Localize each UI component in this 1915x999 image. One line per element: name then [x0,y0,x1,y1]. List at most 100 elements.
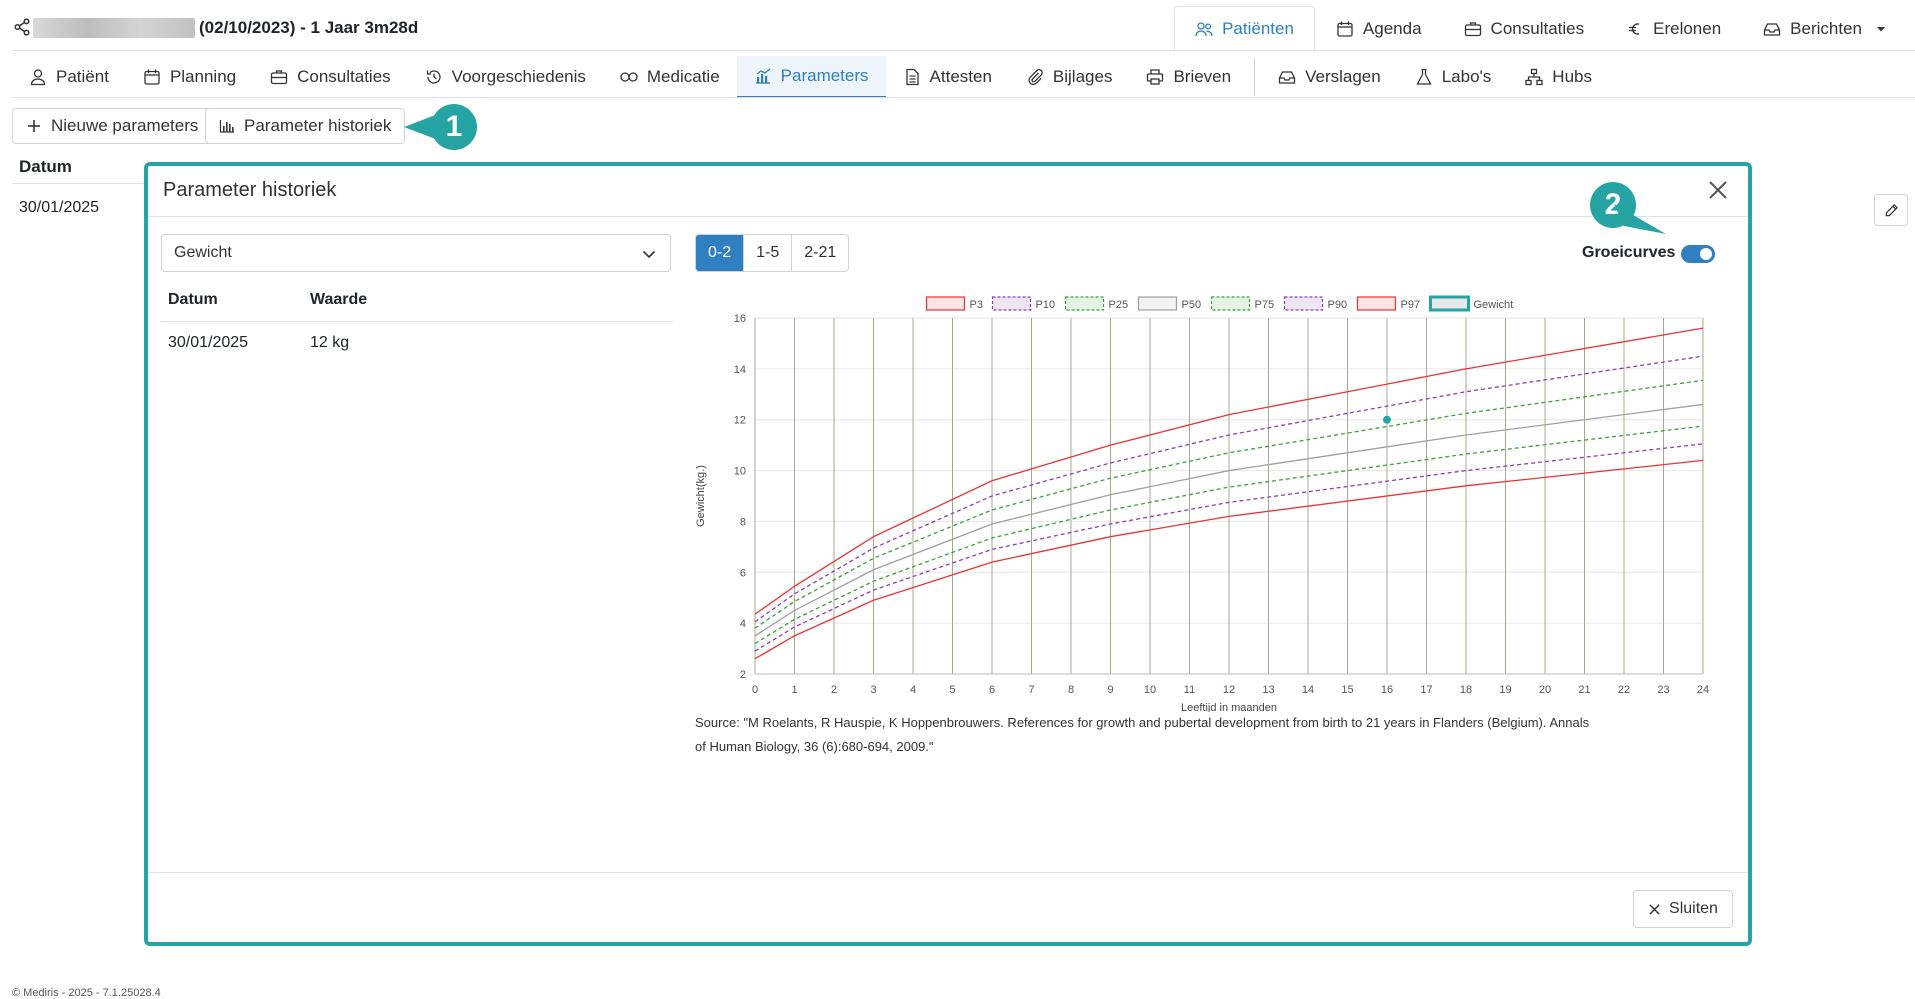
x-tick-label: 6 [989,684,995,696]
legend-swatch [1210,296,1251,311]
tab-labos[interactable]: Labo's [1398,56,1509,98]
top-bar: (02/10/2023) - 1 Jaar 3m28d Patiënten Ag… [0,0,1915,52]
legend-swatch [1429,295,1470,312]
parameter-history-modal: Parameter historiek Gewicht Datum Waarde… [144,162,1752,946]
users-icon [1195,21,1213,36]
nav-label: Berichten [1790,18,1862,38]
tab-verslagen[interactable]: Verslagen [1261,56,1398,98]
tab-label: Verslagen [1305,67,1381,86]
tab-planning[interactable]: Planning [126,56,253,98]
button-label: Sluiten [1669,900,1718,917]
legend-swatch [1283,296,1324,311]
y-tick-label: 4 [740,618,746,630]
toggle-knob [1700,248,1712,260]
column-header-datum: Datum [168,291,218,308]
nav-consultaties[interactable]: Consultaties [1443,6,1606,50]
x-tick-label: 19 [1499,684,1511,696]
tab-voorgeschiedenis[interactable]: Voorgeschiedenis [408,56,603,98]
printer-icon [1147,69,1164,85]
tab-bijlages[interactable]: Bijlages [1009,56,1130,98]
growth-curves-toggle[interactable] [1681,245,1715,263]
tab-parameters[interactable]: Parameters [736,56,886,98]
x-tick-label: 1 [791,684,797,696]
legend-label: P75 [1255,299,1275,311]
y-axis-label: Gewicht(kg.) [695,465,707,527]
legend-swatch [991,296,1032,311]
footer: © Mediris - 2025 - 7.1.25028.4 [12,987,161,999]
x-tick-label: 12 [1223,684,1235,696]
table-cell-date: 30/01/2025 [168,334,249,351]
column-header-waarde: Waarde [310,291,368,308]
nav-label: Erelonen [1653,18,1722,38]
y-tick-label: 10 [734,466,746,478]
tab-consultaties[interactable]: Consultaties [253,56,408,98]
y-tick-label: 6 [740,567,746,579]
person-icon [30,69,46,86]
series-line-p97 [754,327,1704,615]
new-parameters-button[interactable]: Nieuwe parameters [12,108,213,144]
legend-item-p97: P97 [1356,296,1421,311]
edit-button[interactable] [1874,194,1908,226]
nav-berichten[interactable]: Berichten [1742,6,1907,50]
y-tick-label: 2 [740,669,746,681]
document-icon [905,68,919,86]
caret-down-icon [1877,26,1885,31]
parameter-select[interactable]: Gewicht [161,234,671,272]
legend-label: P97 [1401,299,1421,311]
legend-item-p25: P25 [1064,296,1128,311]
calendar-icon [1337,21,1353,37]
chevron-down-icon [642,250,656,259]
x-tick-label: 24 [1697,684,1709,696]
x-tick-label: 16 [1381,684,1393,696]
legend-item-p90: P90 [1283,296,1347,311]
close-button[interactable]: Sluiten [1633,890,1733,928]
nav-erelonen[interactable]: Erelonen [1605,6,1742,50]
legend-item-gewicht: Gewicht [1429,295,1513,312]
tab-attesten[interactable]: Attesten [886,56,1009,98]
tab-label: Patiënt [56,67,109,86]
divider [12,183,152,184]
close-icon[interactable] [1706,178,1730,202]
legend-label: P50 [1182,299,1202,311]
tab-brieven[interactable]: Brieven [1129,56,1248,98]
tab-label: Planning [169,67,237,86]
x-tick-label: 8 [1068,684,1074,696]
y-tick-label: 12 [734,415,746,427]
nav-patienten[interactable]: Patiënten [1174,6,1315,50]
patient-tabs: Patiënt Planning Consultaties Voorgeschi… [12,56,1609,98]
x-tick-label: 21 [1578,684,1590,696]
main-nav: Patiënten Agenda Consultaties Erelonen B… [1174,6,1907,50]
range-button-1-5[interactable]: 1-5 [743,235,791,271]
x-tick-label: 18 [1460,684,1472,696]
euro-icon [1629,22,1640,35]
inbox-icon [1764,22,1781,36]
y-tick-label: 14 [734,364,746,376]
tab-label: Bijlages [1052,67,1113,86]
nav-label: Agenda [1362,18,1422,38]
share-icon[interactable] [13,18,31,36]
divider [12,50,1915,51]
range-button-0-2[interactable]: 0-2 [696,235,744,271]
source-citation: Source: "M Roelants, R Hauspie, K Hoppen… [695,715,1590,754]
briefcase-icon [270,70,288,85]
legend-item-p10: P10 [991,296,1055,311]
x-tick-label: 17 [1420,684,1432,696]
range-button-2-21[interactable]: 2-21 [791,235,848,271]
tab-medicatie[interactable]: Medicatie [603,56,737,98]
plus-icon [28,120,40,132]
x-tick-label: 15 [1341,684,1353,696]
x-tick-label: 10 [1144,684,1156,696]
tab-hubs[interactable]: Hubs [1508,56,1609,98]
tab-label: Brieven [1173,67,1232,86]
x-tick-label: 5 [949,684,955,696]
select-value: Gewicht [174,244,232,261]
data-point-gewicht [1383,415,1391,424]
tab-label: Hubs [1552,67,1592,86]
parameter-history-button[interactable]: Parameter historiek [205,108,406,144]
close-icon [1649,903,1660,915]
nav-agenda[interactable]: Agenda [1315,6,1443,50]
x-tick-label: 22 [1618,684,1630,696]
tab-patient[interactable]: Patiënt [12,56,126,98]
legend-swatch [1064,296,1105,311]
